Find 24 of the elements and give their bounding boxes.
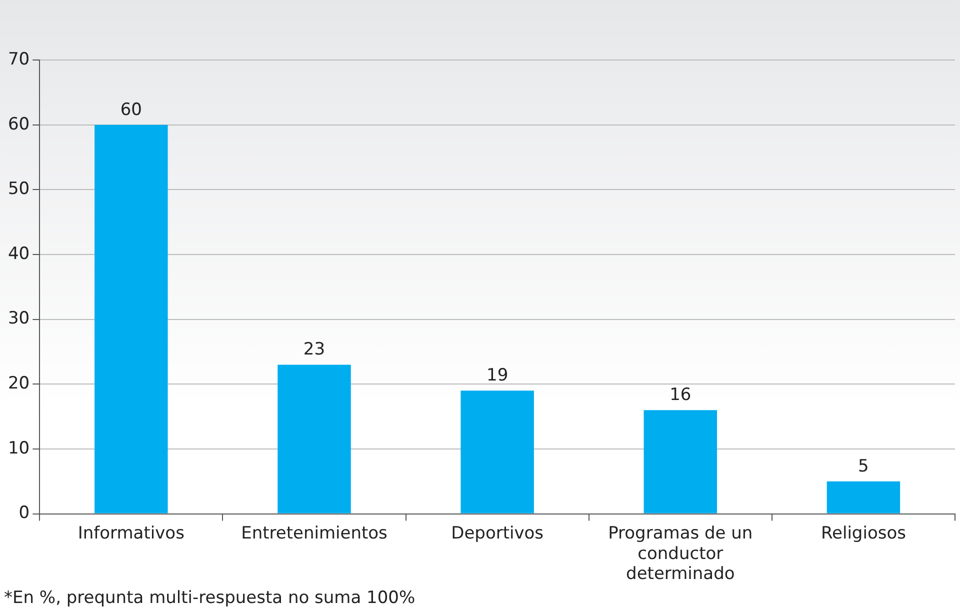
bar: [278, 364, 351, 514]
bar: [644, 410, 718, 514]
bar: [460, 390, 534, 514]
text: *En %, prequnta multi-respuesta no suma 100%: [4, 588, 416, 608]
y-tick-label: 50: [8, 179, 30, 200]
y-tick-label: 20: [8, 374, 30, 394]
data-label: 5: [858, 456, 869, 476]
x-tick-label: Deportivos: [451, 523, 544, 544]
bar: [826, 481, 900, 514]
bar: [94, 124, 168, 514]
data-label: 19: [486, 366, 508, 386]
y-tick-label: 40: [8, 244, 30, 264]
x-tick-label: Informativos: [78, 523, 185, 544]
x-tick-label: Religiosos: [820, 523, 906, 544]
y-tick-label: 60: [8, 114, 30, 134]
x-tick-label: Entretenimientos: [241, 523, 388, 544]
data-label: 60: [120, 100, 142, 120]
y-tick-label: 30: [8, 308, 30, 329]
y-tick-label: 0: [18, 503, 30, 524]
x-tick-label: Programas de un conductor determinado: [608, 523, 753, 584]
data-label: 23: [303, 340, 326, 360]
data-label: 16: [670, 384, 692, 405]
y-tick-label: 10: [8, 438, 30, 458]
y-tick-label: 70: [8, 49, 30, 70]
